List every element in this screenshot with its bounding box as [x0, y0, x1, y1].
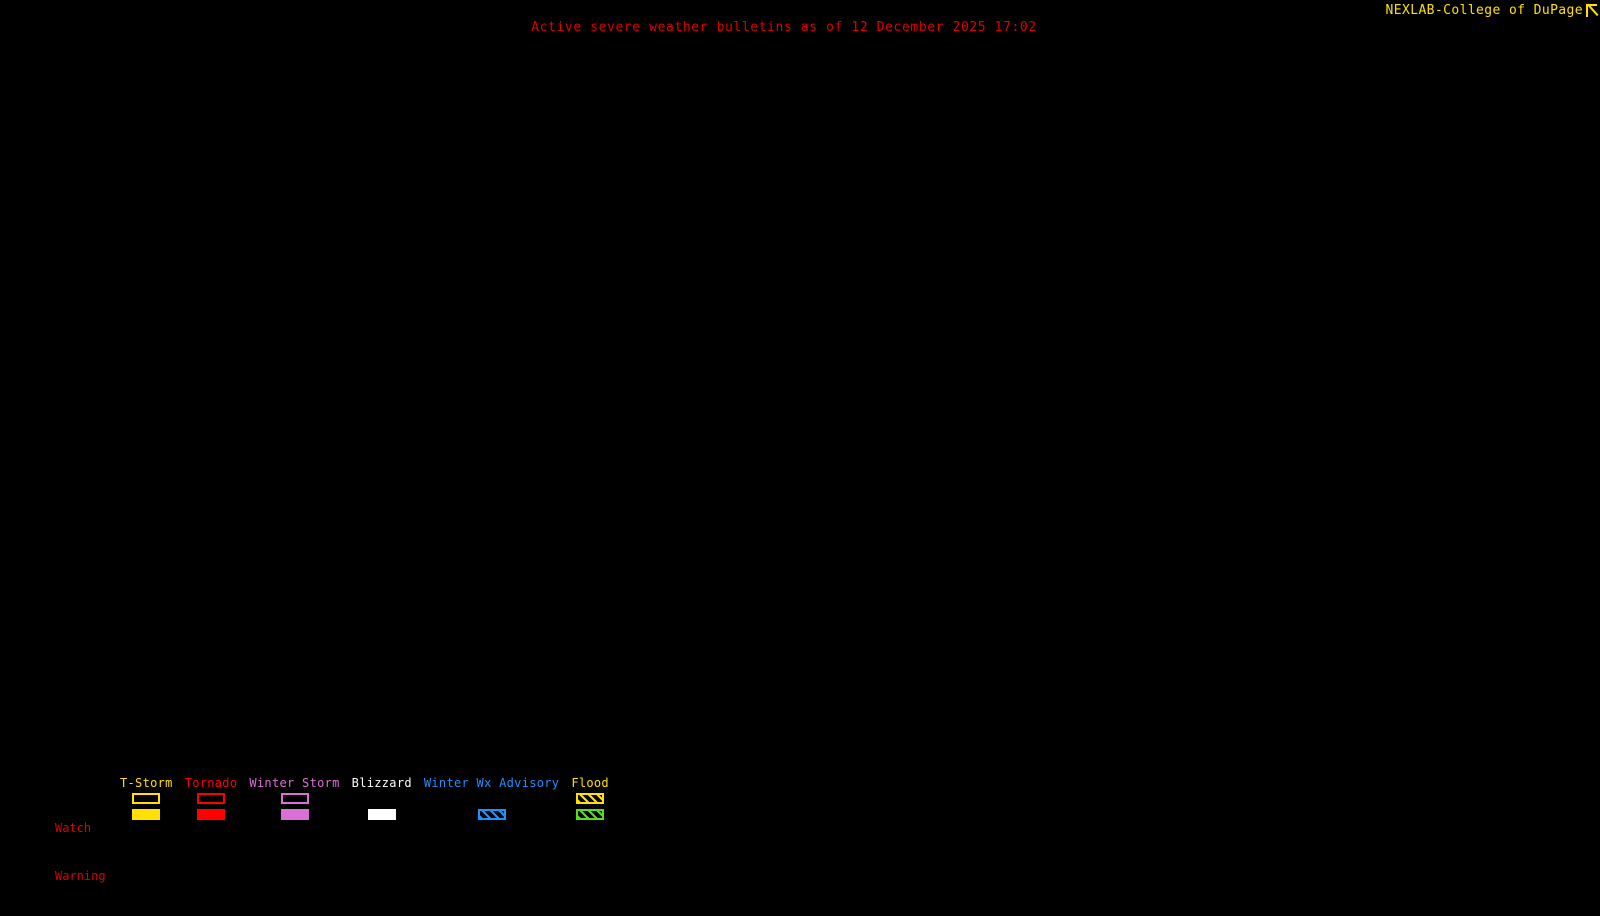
- legend-columns: T-Storm Tornado Winter Storm Blizzard Winter…: [120, 776, 621, 822]
- legend-category-label: Flood: [571, 776, 609, 790]
- legend-watch-slot: [576, 790, 605, 806]
- legend: Watch Warning T-Storm Tornado Winter Storm…: [0, 776, 1600, 883]
- legend-warning-slot: [576, 806, 605, 822]
- legend-category-label: Winter Wx Advisory: [423, 776, 560, 790]
- weather-map-canvas[interactable]: [0, 44, 1600, 774]
- legend-column: Winter Storm: [249, 776, 339, 822]
- legend-warning-slot: [477, 806, 506, 822]
- legend-watch-swatch: [280, 792, 309, 804]
- legend-warning-slot: [280, 806, 309, 822]
- legend-watch-slot: [368, 790, 396, 806]
- legend-column: Flood: [571, 776, 609, 822]
- legend-row-labels: Watch Warning: [55, 788, 106, 916]
- legend-watch-swatch: [576, 792, 605, 804]
- legend-watch-swatch: [368, 793, 396, 804]
- legend-column: Blizzard: [352, 776, 412, 822]
- legend-watch-swatch: [478, 793, 506, 804]
- branding: NEXLAB-College of DuPage: [1385, 3, 1599, 18]
- legend-warning-swatch: [197, 808, 226, 820]
- legend-watch-swatch: [132, 792, 161, 804]
- legend-column: Tornado: [185, 776, 238, 822]
- legend-warning-swatch: [367, 808, 396, 820]
- legend-watch-slot: [280, 790, 309, 806]
- legend-category-label: Winter Storm: [249, 776, 340, 790]
- branding-label: NEXLAB-College of DuPage: [1385, 3, 1583, 18]
- nexlab-logo-icon: [1586, 3, 1599, 17]
- legend-column: T-Storm: [120, 776, 173, 822]
- legend-row-label-watch: Watch: [55, 821, 92, 835]
- legend-category-label: Tornado: [184, 776, 238, 790]
- legend-watch-slot: [478, 790, 506, 806]
- legend-warning-swatch: [576, 808, 605, 820]
- legend-warning-swatch: [280, 808, 309, 820]
- legend-warning-swatch: [477, 808, 506, 820]
- legend-category-label: T-Storm: [120, 776, 173, 790]
- legend-warning-slot: [132, 806, 161, 822]
- legend-warning-slot: [367, 806, 396, 822]
- legend-warning-swatch: [132, 808, 161, 820]
- page-title: Active severe weather bulletins as of 12…: [531, 20, 1037, 35]
- legend-row-label-warning: Warning: [55, 869, 106, 883]
- legend-category-label: Blizzard: [351, 776, 412, 790]
- legend-watch-slot: [132, 790, 161, 806]
- legend-watch-slot: [197, 790, 226, 806]
- legend-warning-slot: [197, 806, 226, 822]
- legend-watch-swatch: [197, 792, 226, 804]
- legend-column: Winter Wx Advisory: [424, 776, 559, 822]
